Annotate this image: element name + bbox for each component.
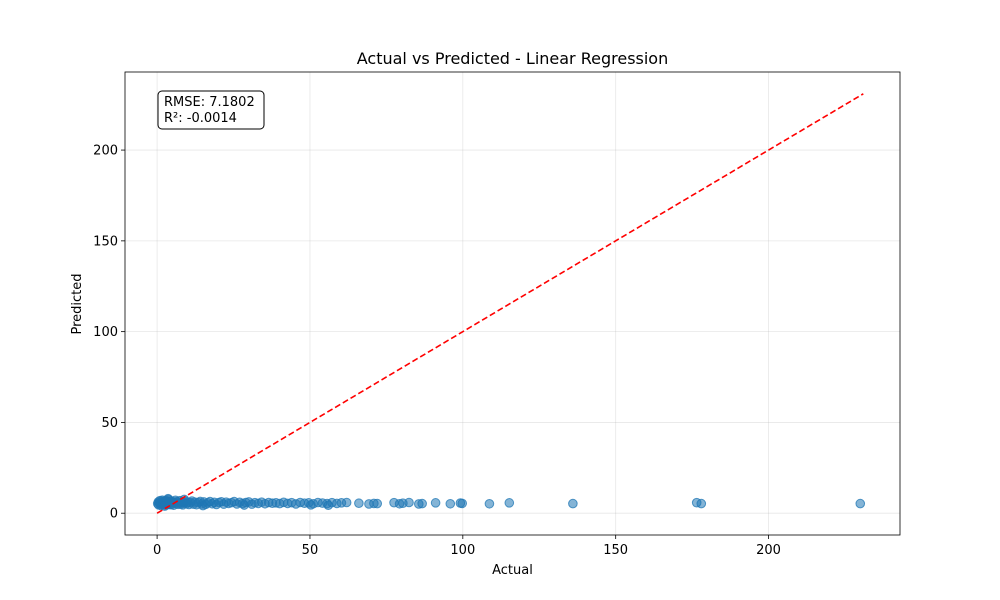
y-tick-label: 50 bbox=[101, 416, 118, 431]
reference-line bbox=[156, 93, 864, 514]
data-point bbox=[323, 500, 334, 511]
y-axis-label: Predicted bbox=[70, 273, 85, 334]
r2-text: R²: -0.0014 bbox=[164, 111, 237, 126]
data-point bbox=[568, 498, 578, 509]
metrics-annotation: RMSE: 7.1802 R²: -0.0014 bbox=[157, 90, 265, 130]
data-point bbox=[855, 498, 866, 509]
data-points bbox=[152, 493, 866, 511]
plot-frame bbox=[124, 71, 901, 536]
data-point bbox=[198, 500, 208, 511]
data-point bbox=[404, 497, 414, 508]
data-point bbox=[417, 498, 427, 509]
data-point bbox=[484, 498, 495, 509]
axis-ticks: 0 50 100 150 200 0 50 100 150 200 bbox=[93, 144, 781, 558]
data-point bbox=[306, 500, 316, 510]
plot-area bbox=[125, 72, 900, 535]
data-point bbox=[179, 494, 190, 505]
x-axis-label: Actual bbox=[492, 563, 533, 578]
data-point bbox=[445, 498, 456, 509]
y-tick-label: 0 bbox=[110, 507, 118, 522]
x-tick-label: 200 bbox=[756, 543, 781, 558]
x-tick-label: 0 bbox=[153, 543, 161, 558]
data-point bbox=[239, 500, 250, 510]
y-tick-label: 200 bbox=[93, 144, 118, 159]
x-tick-label: 100 bbox=[450, 543, 475, 558]
annotation-box bbox=[157, 90, 265, 130]
data-point bbox=[372, 498, 383, 509]
rmse-text: RMSE: 7.1802 bbox=[164, 95, 255, 110]
data-point bbox=[457, 498, 468, 509]
data-point bbox=[504, 498, 515, 508]
data-point bbox=[430, 498, 441, 508]
data-point bbox=[341, 497, 352, 508]
y-tick-label: 100 bbox=[93, 325, 118, 340]
x-tick-label: 50 bbox=[302, 543, 319, 558]
data-point bbox=[696, 498, 707, 509]
chart-title: Actual vs Predicted - Linear Regression bbox=[357, 49, 668, 68]
data-point bbox=[354, 498, 364, 509]
x-tick-label: 150 bbox=[603, 543, 628, 558]
grid bbox=[125, 72, 900, 535]
y-tick-label: 150 bbox=[93, 234, 118, 249]
